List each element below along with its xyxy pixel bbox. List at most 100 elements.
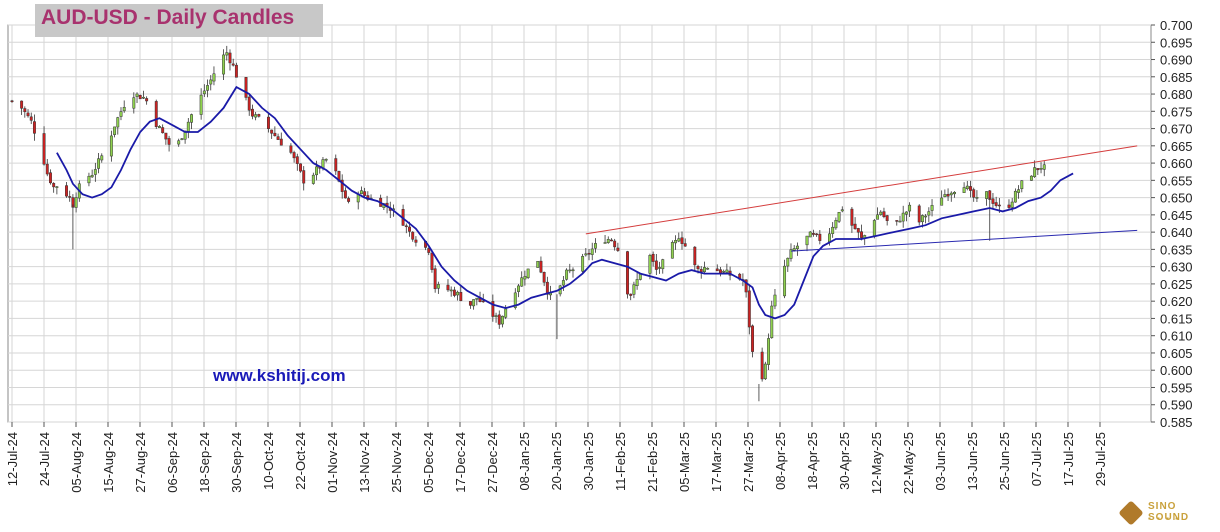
candle-body xyxy=(927,211,931,216)
candle-body xyxy=(767,338,770,365)
candle-body xyxy=(321,159,325,169)
y-tick-label: 0.610 xyxy=(1160,329,1193,344)
y-tick-label: 0.700 xyxy=(1160,18,1193,33)
candle-body xyxy=(228,52,232,64)
candle-body xyxy=(475,297,479,300)
y-tick-label: 0.585 xyxy=(1160,415,1193,430)
candle-body xyxy=(145,98,149,102)
candle-body xyxy=(539,260,543,273)
y-tick-label: 0.630 xyxy=(1160,260,1193,275)
candle-body xyxy=(904,211,908,215)
candle-body xyxy=(109,135,113,157)
candle-body xyxy=(815,233,819,236)
candle-body xyxy=(52,183,56,188)
candle-body xyxy=(882,211,886,218)
candle-body xyxy=(526,268,530,278)
candle-body xyxy=(202,90,206,95)
candle-body xyxy=(302,170,306,184)
candle-body xyxy=(446,284,450,291)
candle-body xyxy=(853,223,857,230)
corner-logo: SINO SOUND ▪ ▪ ▪ ▪ xyxy=(1118,498,1218,530)
candle-body xyxy=(722,270,726,273)
y-tick-label: 0.620 xyxy=(1160,294,1193,309)
candle-body xyxy=(693,246,697,266)
candle-body xyxy=(885,215,889,221)
candle-body xyxy=(436,284,440,289)
candle-body xyxy=(654,260,658,270)
x-tick-label: 21-Feb-25 xyxy=(645,432,660,492)
candle-body xyxy=(879,211,883,215)
x-tick-label: 20-Jan-25 xyxy=(549,432,564,491)
candle-body xyxy=(920,215,924,223)
candle-body xyxy=(837,211,841,222)
candle-body xyxy=(831,226,835,234)
candle-body xyxy=(715,268,719,272)
x-tick-label: 03-Jun-25 xyxy=(933,432,948,491)
candle-body xyxy=(917,205,921,223)
candle-body xyxy=(164,132,168,140)
candle-body xyxy=(1007,204,1011,208)
candle-body xyxy=(626,251,629,295)
candle-body xyxy=(962,187,966,193)
candle-body xyxy=(828,233,831,243)
candle-body xyxy=(1020,180,1024,190)
candle-body xyxy=(943,194,947,197)
y-tick-label: 0.685 xyxy=(1160,70,1193,85)
candle-body xyxy=(725,269,729,273)
candle-body xyxy=(324,158,328,161)
candle-body xyxy=(45,163,49,175)
candle-body xyxy=(167,138,171,145)
candle-body xyxy=(674,240,678,244)
candle-body xyxy=(680,237,684,244)
candle-body xyxy=(494,315,498,317)
candle-body xyxy=(953,191,956,195)
candle-body xyxy=(273,132,277,137)
candle-body xyxy=(818,233,822,241)
candle-body xyxy=(459,292,463,301)
candle-body xyxy=(590,248,594,255)
candle-body xyxy=(946,193,950,197)
candle-body xyxy=(795,245,799,249)
candle-body xyxy=(206,85,209,91)
candle-body xyxy=(805,235,809,246)
candle-body xyxy=(279,138,283,146)
y-tick-label: 0.605 xyxy=(1160,346,1193,361)
candle-body xyxy=(997,204,1001,207)
candle-body xyxy=(138,95,142,100)
y-tick-label: 0.595 xyxy=(1160,380,1193,395)
candle-body xyxy=(90,174,94,178)
x-tick-label: 13-Nov-24 xyxy=(357,432,372,493)
candle-body xyxy=(87,175,91,184)
candle-body xyxy=(587,252,591,255)
x-tick-label: 27-Aug-24 xyxy=(133,432,148,493)
candle-body xyxy=(985,191,988,199)
y-tick-label: 0.635 xyxy=(1160,242,1193,257)
x-tick-label: 25-Jun-25 xyxy=(997,432,1012,491)
candle-body xyxy=(661,259,665,270)
candle-body xyxy=(231,63,235,66)
candle-body xyxy=(100,155,104,161)
candle-body xyxy=(744,279,748,293)
candle-body xyxy=(42,133,46,165)
candle-body xyxy=(292,152,296,159)
candle-body xyxy=(613,240,617,248)
x-tick-label: 25-Nov-24 xyxy=(389,432,404,493)
candle-body xyxy=(299,163,302,172)
candle-body xyxy=(315,166,318,176)
candle-body xyxy=(481,300,485,303)
candle-body xyxy=(792,248,796,251)
candle-body xyxy=(751,325,754,352)
candle-body xyxy=(696,266,700,270)
candle-body xyxy=(702,267,706,273)
candle-body xyxy=(247,96,251,111)
x-tick-label: 01-Nov-24 xyxy=(325,432,340,493)
candle-body xyxy=(452,289,456,296)
candle-body xyxy=(632,284,636,295)
x-tick-label: 30-Apr-25 xyxy=(837,432,852,490)
candle-body xyxy=(55,186,59,188)
candle-body xyxy=(969,186,972,191)
candle-body xyxy=(811,233,815,235)
x-tick-label: 07-Jul-25 xyxy=(1029,432,1044,486)
x-tick-label: 27-Mar-25 xyxy=(741,432,756,492)
